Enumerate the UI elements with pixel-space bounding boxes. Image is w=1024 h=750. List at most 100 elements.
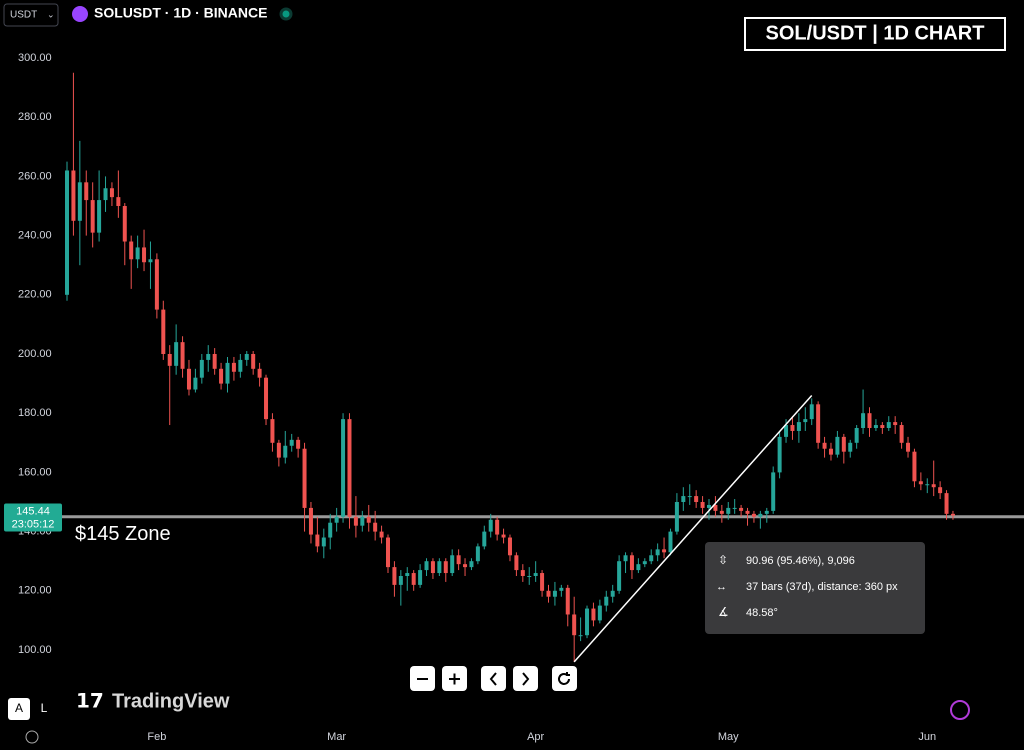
candle-body — [809, 404, 814, 420]
candle-body — [610, 590, 615, 597]
currency: USDT — [10, 10, 37, 21]
candle-body — [71, 170, 76, 221]
candle-body — [950, 513, 955, 516]
candle-body — [373, 522, 378, 532]
candle-body — [623, 555, 628, 562]
candle-body — [886, 422, 891, 428]
candle-body — [353, 516, 358, 526]
candle-body — [405, 573, 410, 576]
log-button[interactable] — [33, 698, 55, 720]
candle-body — [873, 425, 878, 428]
candle-body — [771, 472, 776, 511]
y-tick-label: 200.00 — [18, 348, 52, 360]
candle-body — [828, 448, 833, 455]
candle-body — [398, 576, 403, 585]
candle-body — [90, 200, 95, 233]
candle-body — [219, 368, 224, 384]
reset[interactable] — [552, 666, 577, 691]
candle-body — [925, 484, 930, 486]
candle-body — [469, 561, 474, 568]
candle-body — [527, 576, 532, 577]
candle-body — [565, 587, 570, 615]
candle-body — [97, 200, 102, 233]
candle-body — [546, 590, 551, 597]
candle-body — [475, 546, 480, 562]
scroll-left[interactable] — [481, 666, 506, 691]
candle-body — [174, 342, 179, 366]
candle-body — [713, 504, 718, 511]
candle-body — [206, 354, 211, 360]
y-tick-label: 100.00 — [18, 644, 52, 656]
nav-icons — [417, 672, 570, 686]
candle-body — [341, 419, 346, 517]
candle-body — [559, 587, 564, 591]
candle-body — [745, 510, 750, 514]
y-tick-label: 120.00 — [18, 585, 52, 597]
candle-body — [880, 425, 885, 428]
candle-body — [424, 561, 429, 571]
candle-body — [777, 436, 782, 473]
candle-body — [700, 502, 705, 508]
candle-body — [77, 182, 82, 221]
candle-body — [257, 368, 262, 378]
auto-button[interactable] — [8, 698, 30, 720]
candle-body — [841, 436, 846, 452]
candle-body — [328, 522, 333, 538]
candle-body — [681, 496, 686, 502]
candle-body — [790, 425, 795, 431]
candle-body — [861, 413, 866, 428]
candle-body — [379, 531, 384, 538]
x-tick-label: May — [718, 731, 739, 743]
candle-body — [167, 354, 172, 366]
x-tick-label: Jun — [918, 731, 936, 743]
candle-body — [662, 549, 667, 553]
candle-body — [315, 534, 320, 547]
candle-body — [251, 354, 256, 369]
zone-label: $145 Zone — [75, 523, 171, 545]
candle-body — [822, 442, 827, 449]
candle-body — [65, 170, 69, 295]
candle-body — [507, 537, 512, 556]
candle-body — [694, 496, 699, 502]
candle-body — [122, 206, 127, 242]
candle-body — [411, 573, 416, 585]
candle-body — [906, 442, 911, 452]
candle-body — [488, 519, 493, 532]
settings-icon[interactable] — [25, 730, 39, 744]
measure-tooltip — [705, 542, 925, 634]
currency-select[interactable] — [3, 3, 59, 27]
candle-body — [501, 534, 506, 538]
candle-body — [597, 605, 602, 621]
candle-body — [116, 197, 121, 206]
candle-body — [617, 561, 622, 591]
candle-body — [212, 354, 217, 369]
candle-body — [649, 555, 654, 562]
candle-body — [629, 555, 634, 571]
measure-price: 90.96 (95.46%), 9,096 — [746, 555, 855, 567]
measure-angle: 48.58° — [746, 607, 778, 619]
symbol-icon — [72, 6, 88, 22]
candle-body — [347, 419, 352, 517]
candle-body — [482, 531, 487, 547]
trend-line — [573, 394, 813, 663]
icon: ⇳ — [718, 553, 728, 567]
alert-icon[interactable] — [950, 700, 970, 720]
candle-body — [161, 309, 166, 354]
candle-body — [129, 241, 134, 260]
candle-body — [84, 182, 89, 201]
candle-body — [816, 404, 821, 443]
candle-body — [893, 422, 898, 426]
candle-body — [726, 507, 731, 514]
candle-body — [585, 608, 590, 636]
candle-body — [199, 359, 204, 378]
candle-body — [366, 516, 371, 523]
auto-label: A — [15, 701, 23, 715]
scroll-right[interactable] — [513, 666, 538, 691]
symbol: SOLUSDT · 1D · BINANCE — [94, 5, 267, 21]
candle-body — [642, 561, 647, 565]
candle-body — [437, 561, 442, 574]
candle-body — [655, 549, 660, 556]
candle-body — [918, 481, 923, 485]
